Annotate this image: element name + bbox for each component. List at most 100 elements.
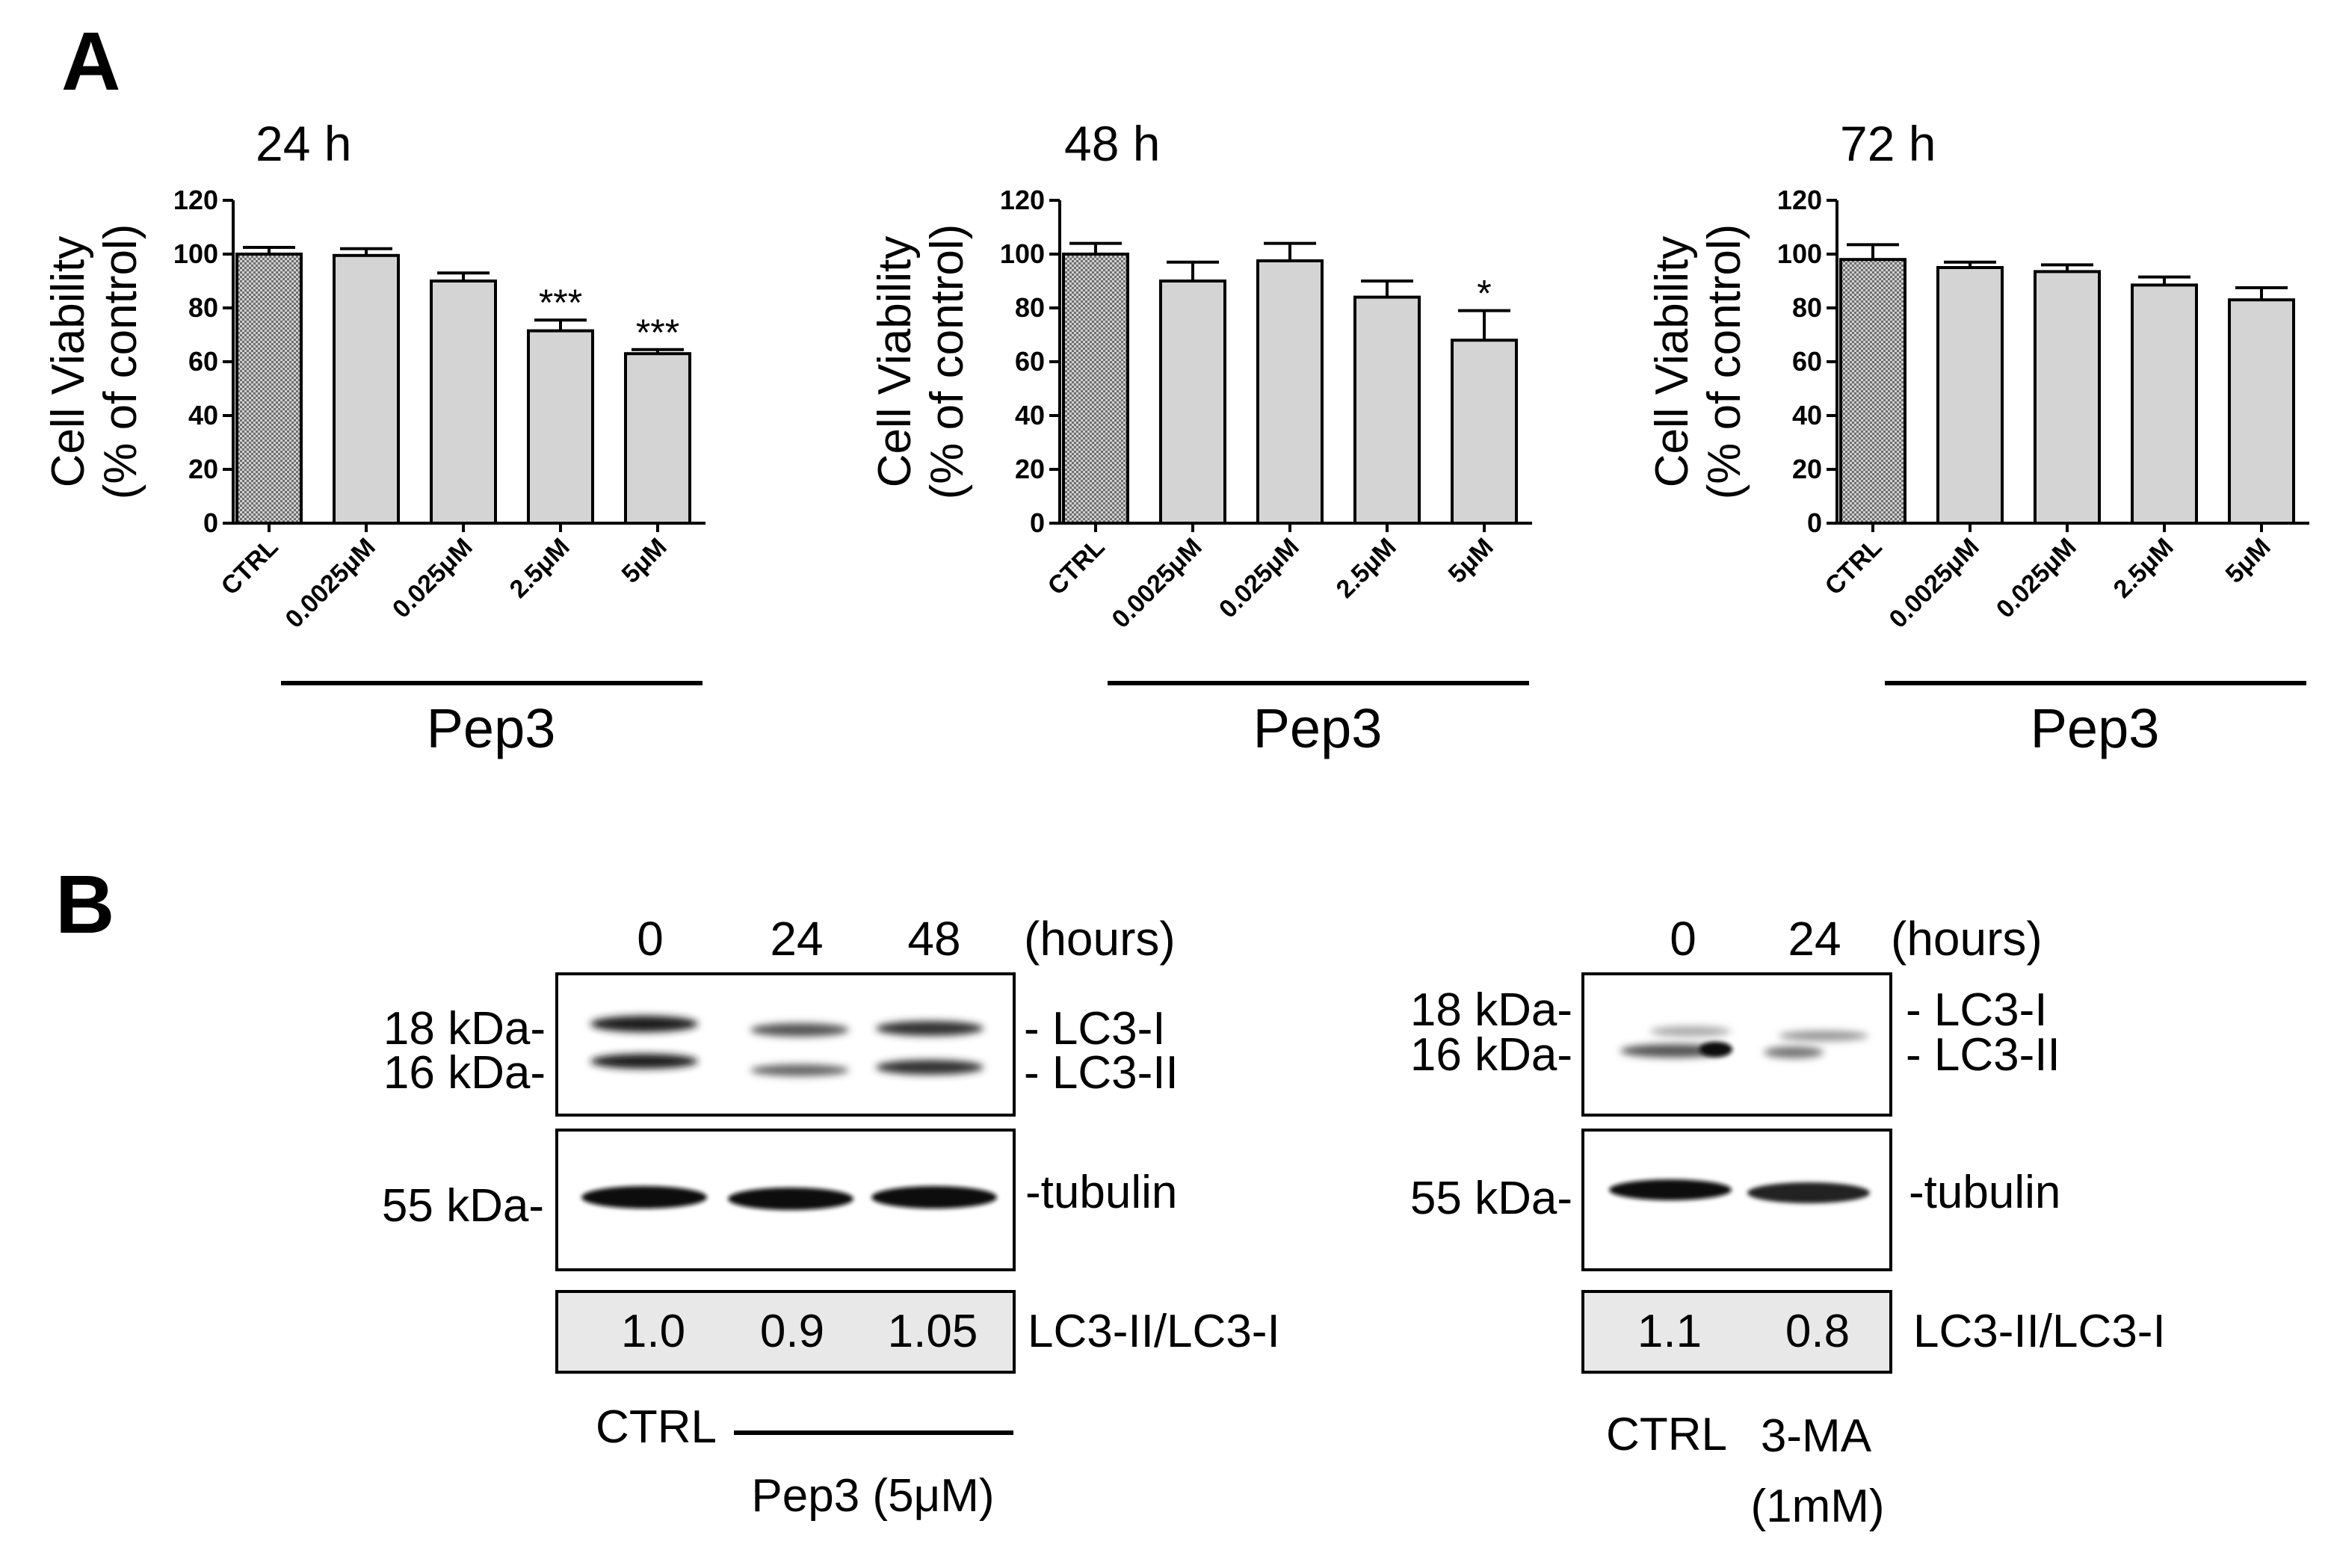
- chart-title: 24 h: [256, 116, 351, 171]
- left-lc3i-band-lane1: [590, 1016, 698, 1032]
- left-ratio-box: [555, 1290, 1016, 1374]
- y-tick-label: 100: [1000, 238, 1045, 269]
- right-ctrl-label: CTRL: [1606, 1409, 1727, 1460]
- left-ratio-value-2: 0.9: [760, 1306, 824, 1357]
- left-lc3ii-band-lane2: [750, 1064, 849, 1076]
- y-tick-label: 80: [1792, 292, 1822, 323]
- left-treatment-label: Pep3 (5μM): [751, 1470, 994, 1522]
- y-tick-label: 60: [188, 346, 218, 377]
- left-tubulin-band-lane1: [581, 1186, 707, 1209]
- y-tick-label: 20: [1792, 454, 1822, 484]
- right-time-label-24: 24: [1788, 912, 1841, 966]
- y-tick-label: 40: [1015, 400, 1045, 430]
- right-ratio-value-1: 1.1: [1637, 1306, 1702, 1357]
- x-tick-label: 2.5μM: [1331, 533, 1402, 604]
- bar: [624, 352, 691, 525]
- right-lc3i-band-lane1: [1650, 1026, 1731, 1037]
- bar: [1159, 280, 1226, 525]
- y-tick-label: 0: [1030, 507, 1045, 538]
- x-tick-label: 0.025μM: [387, 533, 478, 624]
- x-tick-label: 5μM: [1443, 533, 1499, 589]
- significance-marker: *: [1477, 273, 1491, 315]
- left-lc3ii-label: - LC3-II: [1024, 1047, 1179, 1099]
- bar: [1256, 259, 1324, 525]
- y-axis-label-line2: (% of control): [95, 224, 146, 500]
- y-tick-label: 100: [1777, 238, 1822, 269]
- y-tick-label: 120: [1777, 185, 1822, 215]
- y-tick-label: 100: [173, 238, 218, 269]
- left-lc3i-band-lane3: [876, 1021, 984, 1036]
- left-lc3i-band-lane2: [750, 1023, 849, 1037]
- x-tick-label: 2.5μM: [504, 533, 575, 604]
- x-tick-label: 0.0025μM: [280, 533, 381, 634]
- x-tick-label: 5μM: [617, 533, 673, 589]
- y-tick-label: 60: [1792, 346, 1822, 377]
- right-ratio-value-2: 0.8: [1785, 1306, 1850, 1357]
- y-tick-label: 60: [1015, 346, 1045, 377]
- x-tick-label: 5μM: [2220, 533, 2276, 589]
- right-mw-16: 16 kDa-: [1410, 1029, 1572, 1081]
- left-mw-55: 55 kDa-: [382, 1180, 544, 1232]
- right-treatment-label-line1: 3-MA: [1761, 1410, 1872, 1462]
- left-time-label-0: 0: [637, 912, 664, 966]
- y-axis-label-line1: Cell Viability: [43, 236, 94, 488]
- left-tubulin-band-lane3: [871, 1186, 997, 1209]
- x-tick-label: 0.0025μM: [1107, 533, 1208, 634]
- significance-marker: ***: [636, 312, 679, 354]
- left-lc3-blot-box: [555, 972, 1016, 1117]
- bar: [1936, 266, 2004, 525]
- left-ratio-value-3: 1.05: [888, 1306, 978, 1357]
- right-lc3ii-label: - LC3-II: [1906, 1029, 2060, 1081]
- x-tick-label: 0.025μM: [1214, 533, 1305, 624]
- bar: [333, 253, 400, 525]
- bar: [2131, 283, 2198, 525]
- bar: [2228, 298, 2295, 525]
- y-tick-label: 0: [203, 507, 218, 538]
- left-blot: 0 24 48 (hours) 18 kDa- 16 kDa- - LC3-I …: [382, 912, 1280, 1522]
- bar: [1451, 339, 1518, 525]
- x-tick-label: 0.025μM: [1991, 533, 2082, 624]
- bar: [1353, 295, 1421, 525]
- right-time-unit: (hours): [1891, 912, 2043, 966]
- left-time-unit: (hours): [1024, 912, 1176, 966]
- right-tubulin-band-lane2: [1747, 1182, 1870, 1203]
- y-axis-label-line1: Cell Viability: [869, 236, 921, 488]
- right-lc3i-label: - LC3-I: [1906, 984, 2047, 1036]
- right-tubulin-label: -tubulin: [1909, 1167, 2060, 1218]
- x-tick-label: 0.0025μM: [1884, 533, 1985, 634]
- x-tick-label: CTRL: [1043, 533, 1111, 601]
- bar-chart-1: 24 h Cell Viability (% of control) 0 20 40 60 8…: [43, 116, 705, 759]
- left-tubulin-band-lane2: [728, 1188, 853, 1210]
- right-ratio-label: LC3-II/LC3-I: [1913, 1306, 2166, 1357]
- y-axis-label-line2: (% of control): [921, 224, 973, 500]
- bar-chart-2: 48 h Cell Viability (% of control) 0 20 40 60 8…: [869, 116, 1532, 759]
- right-mw-18: 18 kDa-: [1410, 984, 1572, 1036]
- right-time-label-0: 0: [1670, 912, 1696, 966]
- pep3-group-label: Pep3: [1253, 697, 1383, 759]
- right-lc3i-band-lane2: [1779, 1031, 1868, 1041]
- right-mw-55: 55 kDa-: [1410, 1173, 1572, 1224]
- pep3-group-label: Pep3: [427, 697, 556, 759]
- left-mw-18: 18 kDa-: [383, 1003, 546, 1055]
- y-tick-label: 120: [1000, 185, 1045, 215]
- bar-ctrl: [235, 253, 303, 525]
- x-tick-label: 2.5μM: [2108, 533, 2179, 604]
- right-tubulin-band-lane1: [1609, 1179, 1732, 1200]
- y-tick-label: 20: [188, 454, 218, 484]
- chart-title: 48 h: [1064, 116, 1160, 171]
- right-ratio-box: [1581, 1290, 1892, 1374]
- y-tick-label: 120: [173, 185, 218, 215]
- left-ratio-value-1: 1.0: [621, 1306, 685, 1357]
- y-tick-label: 80: [188, 292, 218, 323]
- y-tick-label: 80: [1015, 292, 1045, 323]
- left-lc3ii-band-lane3: [876, 1060, 984, 1075]
- bar: [527, 329, 594, 525]
- y-axis-label-line2: (% of control): [1699, 224, 1750, 500]
- y-tick-label: 20: [1015, 454, 1045, 484]
- bar-ctrl: [1062, 253, 1129, 525]
- right-lc3ii-band-lane2: [1764, 1046, 1824, 1058]
- x-tick-label: CTRL: [216, 533, 284, 601]
- panel-a-label: A: [61, 16, 120, 108]
- bar: [430, 280, 497, 525]
